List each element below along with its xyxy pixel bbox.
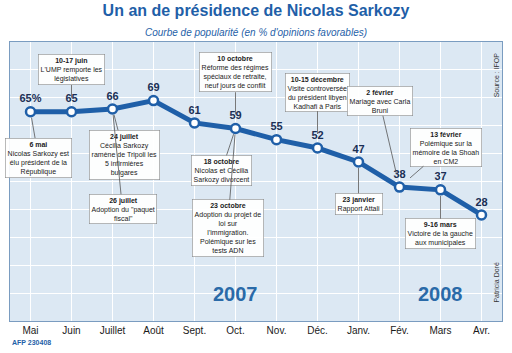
svg-text:Oct.: Oct. (226, 325, 244, 336)
svg-text:9-16 marsVictoire de la gauche: 9-16 marsVictoire de la gaucheaux munici… (408, 221, 473, 247)
svg-text:Avr.: Avr. (473, 325, 490, 336)
svg-text:59: 59 (229, 109, 241, 121)
svg-text:Mars: Mars (429, 325, 451, 336)
svg-text:38: 38 (393, 168, 405, 180)
svg-text:47: 47 (352, 143, 364, 155)
svg-text:Sept.: Sept. (183, 325, 206, 336)
svg-text:61: 61 (188, 104, 200, 116)
svg-text:2 févrierMariage avec CarlaBru: 2 févrierMariage avec CarlaBruni (350, 89, 411, 114)
svg-text:26 juilletAdoption du "paquetf: 26 juilletAdoption du "paquetfiscal" (92, 197, 155, 222)
svg-text:Source : IFOP: Source : IFOP (493, 53, 500, 98)
svg-text:23 janvierRapport Attali: 23 janvierRapport Attali (338, 196, 380, 213)
svg-text:66: 66 (106, 90, 118, 102)
svg-text:2007: 2007 (213, 283, 258, 305)
svg-text:52: 52 (311, 129, 323, 141)
svg-text:Fév.: Fév. (390, 325, 409, 336)
svg-text:Juillet: Juillet (100, 325, 126, 336)
svg-text:Un an de présidence de Nicolas: Un an de présidence de Nicolas Sarkozy (103, 2, 410, 19)
svg-text:Nov.: Nov. (267, 325, 287, 336)
svg-text:Patricia Doré: Patricia Doré (493, 262, 500, 303)
svg-text:Courbe de popularité (en % d'o: Courbe de popularité (en % d'opinions fa… (145, 27, 367, 38)
svg-text:13 févrierPolémique sur lamémo: 13 févrierPolémique sur lamémoire de la … (413, 131, 480, 165)
svg-text:Déc.: Déc. (307, 325, 328, 336)
svg-text:2008: 2008 (418, 283, 463, 305)
svg-text:6 maiNicolas Sarkozy estélu pr: 6 maiNicolas Sarkozy estélu président de… (8, 141, 70, 176)
svg-text:37: 37 (434, 170, 446, 182)
svg-text:Janv.: Janv. (347, 325, 370, 336)
svg-text:Août: Août (143, 325, 164, 336)
svg-text:23 octobreAdoption du projet d: 23 octobreAdoption du projet deloi surl'… (195, 202, 262, 255)
svg-text:65%: 65% (19, 92, 41, 104)
svg-text:Mai: Mai (22, 325, 38, 336)
svg-text:AFP 230408: AFP 230408 (12, 339, 51, 346)
svg-text:Juin: Juin (62, 325, 80, 336)
svg-text:69: 69 (147, 81, 159, 93)
svg-text:10 octobreRéforme des régimess: 10 octobreRéforme des régimesspéciaux de… (202, 55, 269, 90)
svg-text:28: 28 (475, 196, 487, 208)
svg-text:65: 65 (65, 92, 77, 104)
svg-text:10-15 décembreVisite controver: 10-15 décembreVisite controverséedu prés… (288, 76, 348, 110)
svg-text:18 octobreNicolas et CéciliaSa: 18 octobreNicolas et CéciliaSarkozy divo… (194, 158, 250, 184)
svg-text:55: 55 (270, 120, 282, 132)
svg-text:24 juilletCécilia Sarkozyramèn: 24 juilletCécilia Sarkozyramène de Tripo… (92, 133, 157, 177)
svg-text:10-17 juinL'UMP remporte leslé: 10-17 juinL'UMP remporte leslégislatives (41, 57, 103, 83)
